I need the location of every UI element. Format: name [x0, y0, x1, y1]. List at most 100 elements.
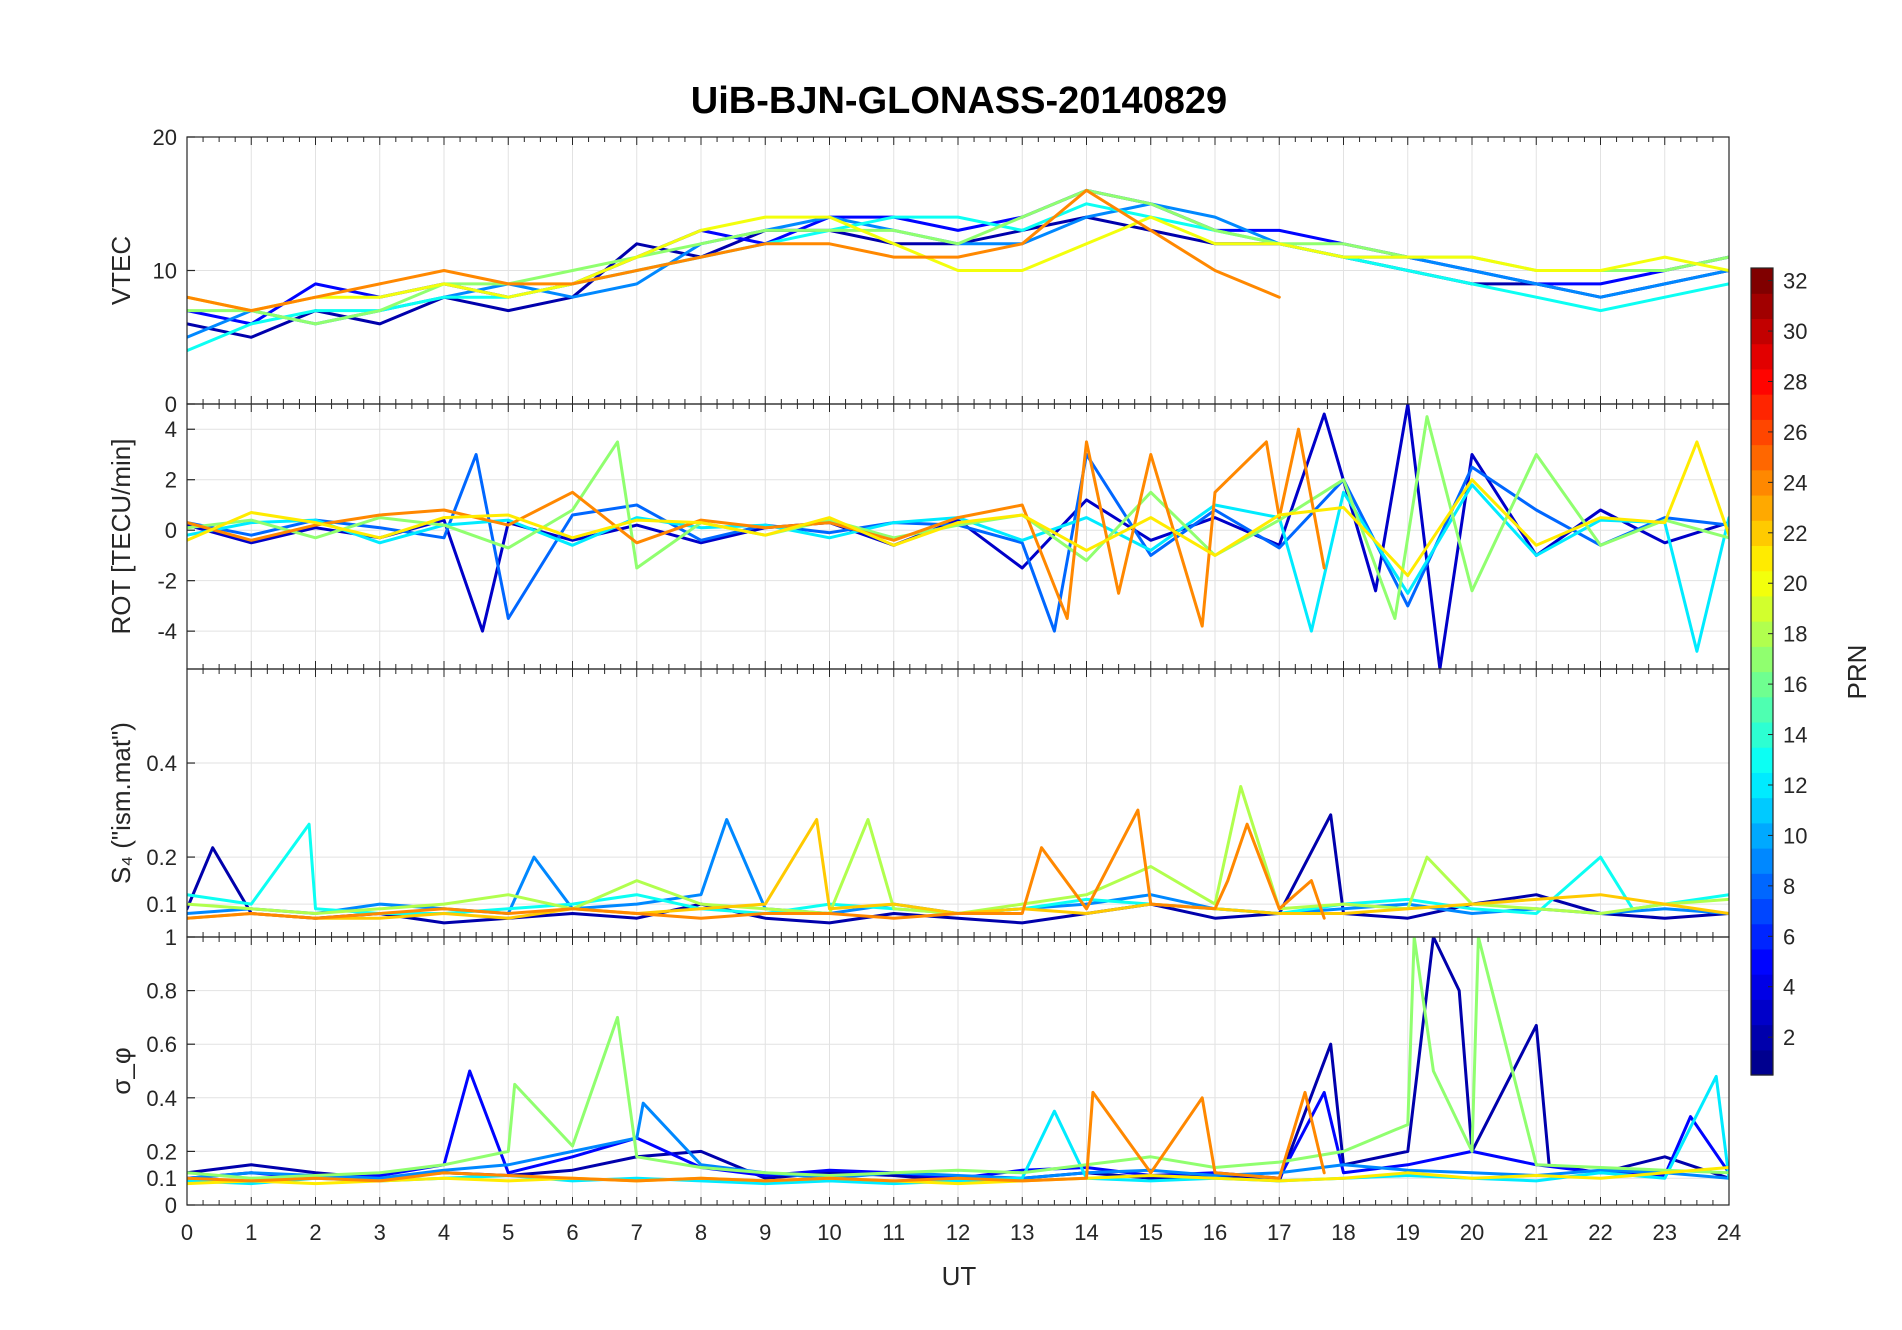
y-tick-label: 0.2 [146, 1139, 177, 1164]
y-tick-label: 0.4 [146, 1086, 177, 1111]
colorbar-frame [1750, 267, 1774, 1076]
colorbar-tick-label: 10 [1783, 823, 1807, 848]
colorbar-tick-label: 14 [1783, 723, 1807, 748]
panel-vtec: 20 10 0 VTEC [106, 125, 1730, 417]
y-tick-label: 10 [153, 259, 177, 284]
colorbar: 32 30 28 26 24 22 20 18 16 14 12 10 8 6 4 2 PRN [1750, 267, 1872, 1076]
colorbar-segment [1751, 520, 1773, 547]
series-line-prn-9 [187, 1101, 1729, 1180]
y-tick-label: 0.8 [146, 979, 177, 1004]
colorbar-tick-label: 22 [1783, 521, 1807, 546]
x-tick-label: 13 [1010, 1220, 1034, 1245]
colorbar-segment [1751, 469, 1773, 496]
colorbar-segment [1751, 444, 1773, 471]
series-line-prn-3 [187, 404, 1729, 669]
x-tick-label: 19 [1396, 1220, 1420, 1245]
series-line-prn-17 [187, 937, 1729, 1180]
colorbar-tick-label: 12 [1783, 773, 1807, 798]
x-tick-label: 0 [181, 1220, 193, 1245]
colorbar-tick-label: 24 [1783, 470, 1807, 495]
colorbar-segment [1751, 923, 1773, 950]
colorbar-tick-label: 8 [1783, 874, 1795, 899]
x-tick-label: 14 [1074, 1220, 1098, 1245]
series-line-prn-5 [187, 1069, 1729, 1180]
panel-frame [186, 936, 1730, 1206]
x-tick-label: 4 [438, 1220, 450, 1245]
series-line-prn-24 [187, 427, 1326, 628]
x-tick-label: 8 [695, 1220, 707, 1245]
colorbar-label: PRN [1842, 645, 1872, 700]
colorbar-tick-label: 6 [1783, 924, 1795, 949]
series-line-prn-18 [187, 785, 1729, 915]
colorbar-segment [1751, 545, 1773, 572]
colorbar-tick-label: 4 [1783, 975, 1795, 1000]
panel-s4: 0.4 0.2 0.1 S₄ ("ism.mat") [106, 668, 1730, 938]
series-line-prn-21 [187, 440, 1729, 578]
series-line-prn-21 [187, 1166, 1729, 1186]
y-tick-label: 0.2 [146, 845, 177, 870]
colorbar-tick-label: 2 [1783, 1025, 1795, 1050]
colorbar-segment [1751, 595, 1773, 622]
colorbar-segment [1751, 848, 1773, 874]
x-tick-label: 21 [1524, 1220, 1548, 1245]
colorbar-segment [1751, 394, 1773, 420]
x-tick-label: 11 [882, 1220, 905, 1245]
series-group [187, 188, 1729, 353]
y-tick-label: 0.1 [146, 892, 177, 917]
colorbar-segment [1751, 343, 1773, 370]
series-line-prn-12 [187, 1074, 1729, 1186]
x-tick-label: 1 [245, 1220, 257, 1245]
colorbar-tick-label: 18 [1783, 622, 1807, 647]
chart-title: UiB-BJN-GLONASS-20140829 [691, 80, 1227, 122]
y-tick-label: -2 [157, 569, 177, 594]
series-line-prn-17 [187, 415, 1729, 620]
colorbar-segment [1751, 318, 1773, 345]
colorbar-segment [1751, 898, 1773, 925]
y-tick-label: -4 [157, 619, 177, 644]
y-tick-label: 0.1 [146, 1166, 177, 1191]
series-group [187, 937, 1729, 1186]
colorbar-segment [1751, 646, 1773, 673]
series-line-prn-12 [187, 483, 1729, 653]
colorbar-segment [1751, 797, 1773, 824]
y-tick-label: 0 [165, 518, 177, 543]
x-tick-label: 3 [374, 1220, 386, 1245]
colorbar-segment [1751, 1049, 1773, 1076]
colorbar-segment [1751, 822, 1773, 849]
y-tick-label: 1 [165, 925, 177, 950]
y-axis-label: S₄ ("ism.mat") [106, 722, 136, 884]
colorbar-segment [1751, 721, 1773, 748]
colorbar-segment [1751, 772, 1773, 799]
colorbar-tick-label: 26 [1783, 420, 1807, 445]
y-axis-label: VTEC [106, 236, 136, 305]
colorbar-segment [1751, 293, 1773, 320]
colorbar-segment [1751, 368, 1773, 395]
colorbar-segment [1751, 494, 1773, 521]
x-tick-label: 10 [817, 1220, 841, 1245]
x-tick-label: 15 [1139, 1220, 1163, 1245]
colorbar-segment [1751, 999, 1773, 1026]
x-axis: 0 1 2 3 4 5 6 7 8 9 10 11 12 13 14 15 16 17 18 19 20 21 22 23 24 [181, 1220, 1741, 1245]
colorbar-segment [1751, 696, 1773, 723]
x-tick-label: 16 [1203, 1220, 1227, 1245]
y-tick-label: 0.6 [146, 1032, 177, 1057]
panel-rot: 4 2 0 -2 -4 ROT [TECU/min] [106, 403, 1730, 670]
y-tick-label: 0 [165, 1193, 177, 1218]
y-axis-label: σ_φ [106, 1047, 136, 1094]
y-tick-label: 0 [165, 392, 177, 417]
y-tick-label: 2 [165, 468, 177, 493]
x-tick-label: 20 [1460, 1220, 1484, 1245]
colorbar-tick-label: 20 [1783, 571, 1807, 596]
x-tick-label: 18 [1331, 1220, 1355, 1245]
x-tick-label: 9 [759, 1220, 771, 1245]
series-line-prn-24 [187, 808, 1326, 920]
colorbar-tick-label: 28 [1783, 369, 1807, 394]
y-tick-label: 20 [153, 125, 177, 150]
y-axis-label: ROT [TECU/min] [106, 439, 136, 635]
colorbar-segment [1751, 948, 1773, 975]
x-tick-label: 23 [1653, 1220, 1677, 1245]
panel-sigma_phi: 1 0.8 0.6 0.4 0.20.10 σ_φ [106, 925, 1730, 1218]
series-line-prn-13 [187, 202, 1729, 353]
